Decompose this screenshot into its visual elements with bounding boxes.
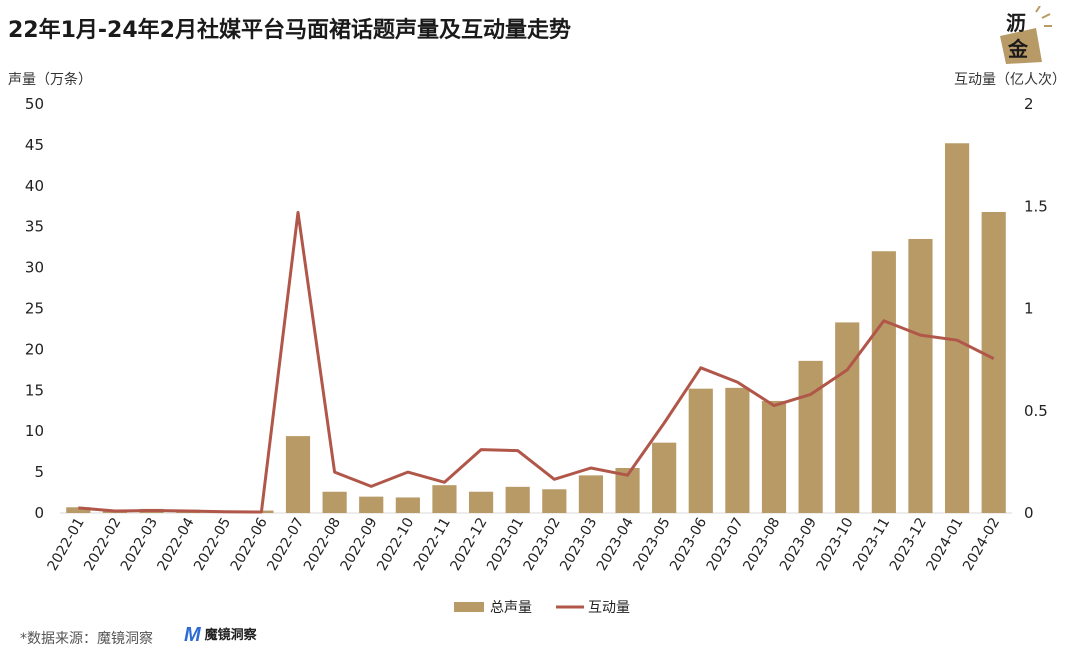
legend-label-bar: 总声量 bbox=[490, 600, 532, 616]
y-tick-left: 40 bbox=[25, 177, 44, 195]
data-source-note: *数据来源：魔镜洞察 bbox=[20, 631, 153, 647]
bar-2023-07 bbox=[725, 387, 750, 513]
y-tick-left: 15 bbox=[25, 381, 44, 399]
bar-2023-02 bbox=[542, 489, 567, 513]
y-tick-left: 45 bbox=[25, 136, 44, 154]
bar-2022-07 bbox=[285, 436, 311, 513]
bar-2022-10 bbox=[395, 497, 420, 513]
bar-2023-06 bbox=[688, 388, 713, 513]
legend: 总声量 互动量 bbox=[454, 600, 630, 616]
y-tick-left: 50 bbox=[25, 95, 44, 113]
bar-2022-12 bbox=[468, 491, 494, 513]
y-tick-left: 10 bbox=[25, 422, 44, 440]
y-axis-left-label: 声量（万条） bbox=[8, 71, 92, 88]
y-tick-left: 20 bbox=[25, 340, 44, 358]
legend-swatch-bar bbox=[454, 602, 484, 612]
logo-line1: 沥 bbox=[1006, 11, 1026, 35]
logo-line2: 金 bbox=[1007, 37, 1029, 61]
bar-2023-08 bbox=[761, 400, 787, 513]
bar-2022-11 bbox=[432, 485, 457, 513]
brand-logo: M 魔镜洞察 bbox=[184, 624, 257, 647]
lijin-logo-icon: 沥 金 bbox=[1000, 6, 1052, 64]
bar-2023-09 bbox=[798, 360, 823, 513]
y-tick-left: 0 bbox=[34, 504, 44, 522]
y-tick-left: 5 bbox=[34, 463, 44, 481]
brand-name: 魔镜洞察 bbox=[204, 628, 257, 643]
y-tick-left: 30 bbox=[25, 259, 44, 277]
legend-label-line: 互动量 bbox=[588, 600, 630, 616]
bar-2023-10 bbox=[835, 322, 860, 513]
bar-2022-09 bbox=[359, 496, 384, 513]
y-axis-right-label: 互动量（亿人次） bbox=[954, 72, 1066, 88]
y-tick-right: 0 bbox=[1024, 504, 1034, 522]
y-tick-right: 0.5 bbox=[1024, 402, 1048, 420]
bar-2023-03 bbox=[578, 475, 604, 513]
bar-2024-02 bbox=[981, 211, 1006, 513]
y-tick-left: 35 bbox=[25, 218, 44, 236]
bar-2022-01 bbox=[66, 507, 91, 513]
y-tick-left: 25 bbox=[25, 300, 44, 318]
y-tick-right: 1.5 bbox=[1024, 197, 1048, 215]
bar-2023-05 bbox=[652, 442, 677, 513]
mojing-logo-icon: M bbox=[184, 624, 201, 646]
bar-2022-08 bbox=[322, 491, 347, 513]
bar-2023-12 bbox=[908, 238, 933, 513]
bar-2023-11 bbox=[871, 251, 896, 514]
chart-title: 22年1月-24年2月社媒平台马面裙话题声量及互动量走势 bbox=[8, 18, 571, 43]
bar-2024-01 bbox=[944, 143, 970, 513]
y-tick-right: 2 bbox=[1024, 95, 1034, 113]
bar-2023-01 bbox=[505, 486, 530, 513]
y-tick-right: 1 bbox=[1024, 300, 1034, 318]
series-line-interaction bbox=[78, 210, 995, 514]
x-tick-label: 2024-02 bbox=[960, 515, 1003, 574]
